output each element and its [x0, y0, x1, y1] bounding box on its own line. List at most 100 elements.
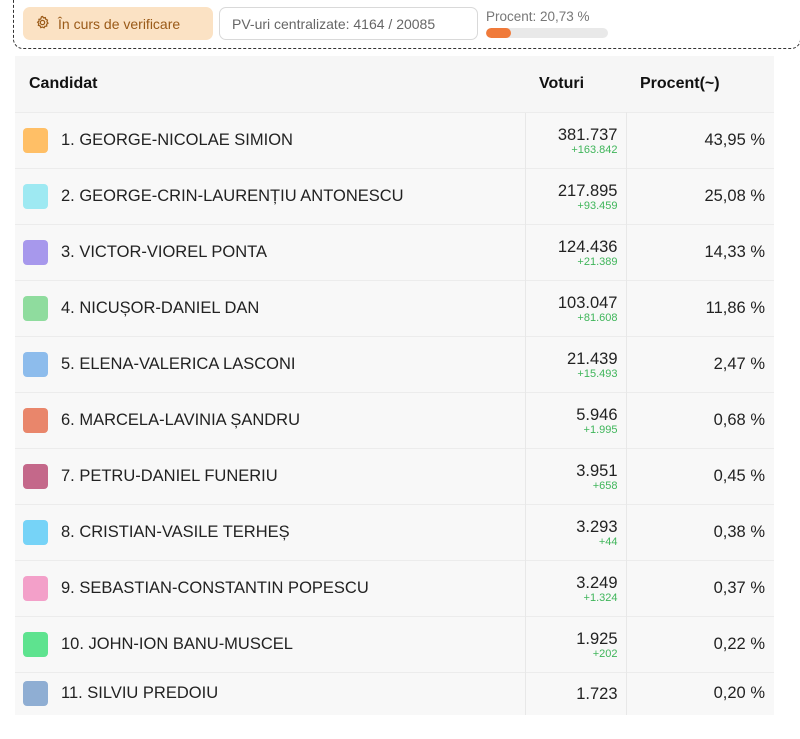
votes-cell: 217.895 +93.459 [524, 168, 627, 225]
header-candidate[interactable]: Candidat [15, 56, 525, 113]
vote-count: 3.951 [576, 461, 618, 480]
candidate-name: 5. ELENA-VALERICA LASCONI [61, 355, 296, 373]
vote-count: 124.436 [557, 237, 618, 256]
votes-cell: 3.249 +1.324 [524, 560, 627, 617]
vote-delta: +1.995 [583, 423, 618, 436]
candidate-cell: 2. GEORGE-CRIN-LAURENȚIU ANTONESCU [15, 168, 525, 225]
candidate-name: 9. SEBASTIAN-CONSTANTIN POPESCU [61, 579, 369, 597]
vote-delta: +202 [592, 647, 618, 660]
percent-cell: 43,95 % [626, 112, 774, 169]
header-percent[interactable]: Procent(~) [626, 56, 774, 113]
candidate-name: 11. SILVIU PREDOIU [61, 684, 219, 703]
candidate-color-swatch [23, 128, 48, 153]
table-row: 11. SILVIU PREDOIU 1.723 0,20 % [15, 672, 774, 715]
candidate-color-swatch [23, 296, 48, 321]
table-row: 3. VICTOR-VIOREL PONTA 124.436 +21.389 14,3… [15, 224, 774, 281]
candidate-color-swatch [23, 408, 48, 433]
vote-delta: +21.389 [577, 255, 618, 268]
table-row: 10. JOHN-ION BANU-MUSCEL 1.925 +202 0,22 % [15, 616, 774, 673]
vote-count: 3.293 [576, 517, 618, 536]
candidate-color-swatch [23, 632, 48, 657]
votes-cell: 3.293 +44 [524, 504, 627, 561]
candidate-color-swatch [23, 352, 48, 377]
votes-cell: 21.439 +15.493 [524, 336, 627, 393]
candidate-cell: 5. ELENA-VALERICA LASCONI [15, 336, 525, 393]
progress-bar [486, 28, 608, 38]
progress-fill [486, 28, 512, 38]
percent-cell: 2,47 % [626, 336, 774, 393]
candidate-name: 1. GEORGE-NICOLAE SIMION [61, 131, 293, 149]
vote-count: 217.895 [557, 181, 618, 200]
percent-cell: 14,33 % [626, 224, 774, 281]
table-row: 7. PETRU-DANIEL FUNERIU 3.951 +658 0,45 % [15, 448, 774, 505]
percent-cell: 25,08 % [626, 168, 774, 225]
vote-count: 1.723 [576, 684, 618, 703]
vote-delta: +163.842 [571, 143, 618, 156]
candidate-name: 3. VICTOR-VIOREL PONTA [61, 243, 267, 261]
candidate-cell: 6. MARCELA-LAVINIA ȘANDRU [15, 392, 525, 449]
results-table: Candidat Voturi Procent(~) 1. GEORGE-NIC… [15, 56, 774, 715]
votes-cell: 1.925 +202 [524, 616, 627, 673]
candidate-color-swatch [23, 240, 48, 265]
gear-icon [35, 15, 50, 33]
percent-cell: 0,68 % [626, 392, 774, 449]
votes-cell: 3.951 +658 [524, 448, 627, 505]
candidate-cell: 1. GEORGE-NICOLAE SIMION [15, 112, 525, 169]
vote-delta: +15.493 [577, 367, 618, 380]
candidate-name: 2. GEORGE-CRIN-LAURENȚIU ANTONESCU [61, 187, 404, 205]
table-row: 4. NICUȘOR-DANIEL DAN 103.047 +81.608 11,86… [15, 280, 774, 337]
candidate-cell: 9. SEBASTIAN-CONSTANTIN POPESCU [15, 560, 525, 617]
badge-label: În curs de verificare [58, 15, 181, 32]
candidate-name: 7. PETRU-DANIEL FUNERIU [61, 467, 278, 485]
votes-cell: 103.047 +81.608 [524, 280, 627, 337]
table-row: 1. GEORGE-NICOLAE SIMION 381.737 +163.842 4… [15, 112, 774, 169]
candidate-color-swatch [23, 681, 48, 707]
percent-cell: 0,20 % [626, 672, 774, 715]
header-votes[interactable]: Voturi [525, 56, 626, 113]
candidate-cell: 4. NICUȘOR-DANIEL DAN [15, 280, 525, 337]
votes-cell: 5.946 +1.995 [524, 392, 627, 449]
votes-cell: 1.723 [524, 672, 627, 715]
vote-delta: +658 [592, 479, 618, 492]
status-panel [13, 0, 800, 49]
vote-delta: +1.324 [583, 591, 618, 604]
vote-count: 5.946 [576, 405, 618, 424]
table-row: 2. GEORGE-CRIN-LAURENȚIU ANTONESCU 217.89… [15, 168, 774, 225]
candidate-cell: 10. JOHN-ION BANU-MUSCEL [15, 616, 525, 673]
percent-cell: 11,86 % [626, 280, 774, 337]
candidate-name: 6. MARCELA-LAVINIA ȘANDRU [61, 411, 301, 429]
candidate-cell: 11. SILVIU PREDOIU [15, 672, 525, 715]
candidate-name: 10. JOHN-ION BANU-MUSCEL [61, 635, 293, 653]
percent-cell: 0,38 % [626, 504, 774, 561]
percent-cell: 0,45 % [626, 448, 774, 505]
candidate-cell: 8. CRISTIAN-VASILE TERHEȘ [15, 504, 525, 561]
procent-label: Procent: 20,73 % [486, 9, 590, 24]
candidate-cell: 3. VICTOR-VIOREL PONTA [15, 224, 525, 281]
verification-status-badge: În curs de verificare [23, 7, 213, 40]
vote-count: 103.047 [557, 293, 618, 312]
vote-delta: +44 [598, 535, 618, 548]
candidate-color-swatch [23, 464, 48, 489]
votes-cell: 381.737 +163.842 [524, 112, 627, 169]
vote-count: 3.249 [576, 573, 618, 592]
table-row: 5. ELENA-VALERICA LASCONI 21.439 +15.493 2,… [15, 336, 774, 393]
table-row: 8. CRISTIAN-VASILE TERHEȘ 3.293 +44 0,38 % [15, 504, 774, 561]
candidate-cell: 7. PETRU-DANIEL FUNERIU [15, 448, 525, 505]
vote-count: 21.439 [567, 349, 618, 368]
candidate-color-swatch [23, 576, 48, 601]
vote-count: 381.737 [557, 125, 618, 144]
pv-count: PV-uri centralizate: 4164 / 20085 [219, 7, 478, 40]
votes-cell: 124.436 +21.389 [524, 224, 627, 281]
table-header-row: Candidat Voturi Procent(~) [15, 56, 774, 113]
candidate-color-swatch [23, 184, 48, 209]
candidate-name: 8. CRISTIAN-VASILE TERHEȘ [61, 523, 290, 541]
vote-count: 1.925 [576, 629, 618, 648]
candidate-name: 4. NICUȘOR-DANIEL DAN [61, 299, 260, 317]
percent-cell: 0,22 % [626, 616, 774, 673]
vote-delta: +81.608 [577, 311, 618, 324]
vote-delta: +93.459 [577, 199, 618, 212]
candidate-color-swatch [23, 520, 48, 545]
percent-cell: 0,37 % [626, 560, 774, 617]
table-row: 6. MARCELA-LAVINIA ȘANDRU 5.946 +1.995 0,68… [15, 392, 774, 449]
table-row: 9. SEBASTIAN-CONSTANTIN POPESCU 3.249 +1.3… [15, 560, 774, 617]
